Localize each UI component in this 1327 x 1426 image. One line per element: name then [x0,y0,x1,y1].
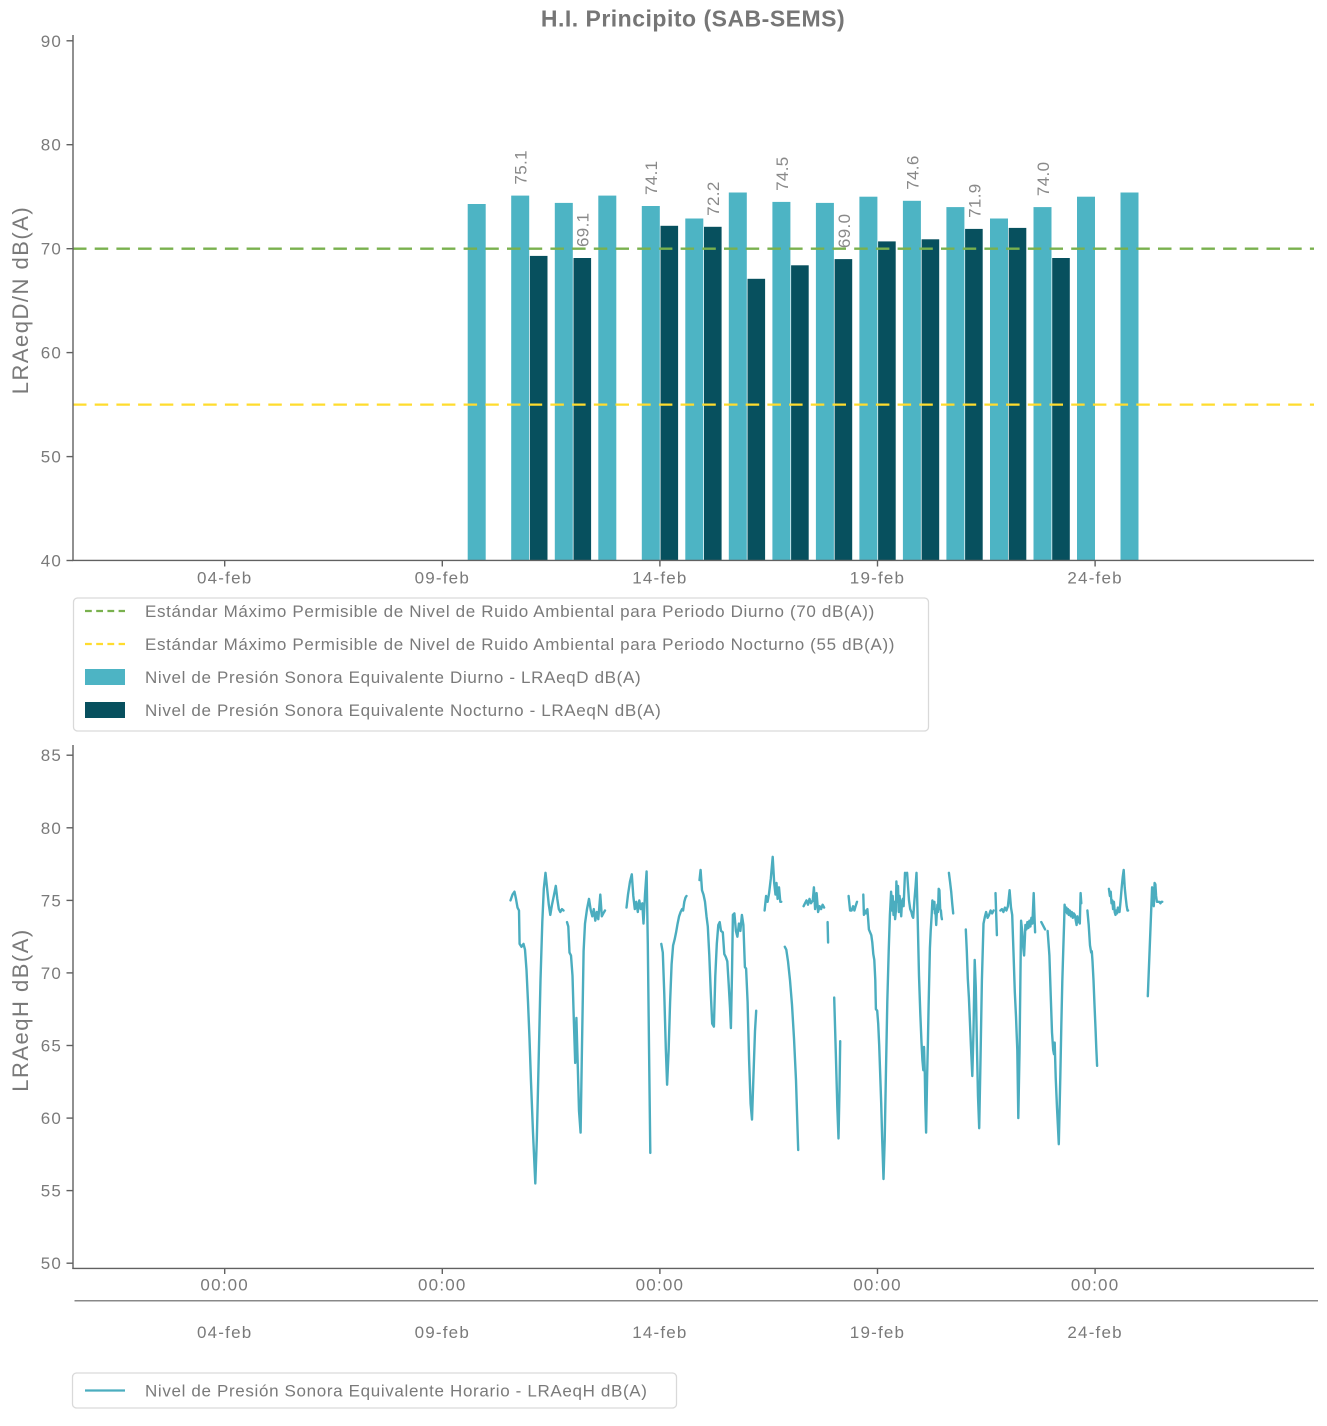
svg-text:Estándar Máximo Permisible de: Estándar Máximo Permisible de Nivel de R… [145,602,875,621]
svg-text:14-feb: 14-feb [632,1323,687,1342]
svg-text:74.5: 74.5 [773,156,792,191]
svg-text:Nivel de Presión Sonora Equiva: Nivel de Presión Sonora Equivalente Diur… [145,668,641,687]
svg-text:19-feb: 19-feb [850,1323,905,1342]
svg-text:04-feb: 04-feb [197,1323,252,1342]
svg-text:60: 60 [41,344,62,363]
svg-text:40: 40 [41,552,62,571]
svg-text:00:00: 00:00 [636,1276,685,1295]
svg-text:74.6: 74.6 [903,155,922,190]
svg-text:74.0: 74.0 [1034,162,1053,197]
svg-text:Nivel de Presión Sonora Equiva: Nivel de Presión Sonora Equivalente Noct… [145,701,661,720]
svg-text:04-feb: 04-feb [197,569,252,588]
svg-text:24-feb: 24-feb [1067,1323,1122,1342]
svg-text:71.9: 71.9 [965,183,984,218]
svg-text:LRAeqH dB(A): LRAeqH dB(A) [8,928,33,1092]
svg-text:85: 85 [41,746,62,765]
svg-text:09-feb: 09-feb [415,1323,470,1342]
svg-text:70: 70 [41,964,62,983]
svg-text:70: 70 [41,240,62,259]
svg-text:65: 65 [41,1037,62,1056]
svg-text:80: 80 [41,819,62,838]
svg-text:09-feb: 09-feb [415,569,470,588]
svg-text:50: 50 [41,448,62,467]
svg-text:50: 50 [41,1254,62,1273]
svg-text:Estándar Máximo Permisible de: Estándar Máximo Permisible de Nivel de R… [145,635,895,654]
svg-text:Nivel de Presión Sonora Equiva: Nivel de Presión Sonora Equivalente Hora… [145,1382,648,1401]
svg-text:60: 60 [41,1109,62,1128]
svg-text:LRAeqD/N dB(A): LRAeqD/N dB(A) [8,206,33,395]
svg-text:75.1: 75.1 [512,150,531,185]
svg-text:00:00: 00:00 [200,1276,249,1295]
svg-text:80: 80 [41,136,62,155]
svg-text:72.2: 72.2 [704,181,723,216]
svg-text:00:00: 00:00 [1071,1276,1120,1295]
svg-text:14-feb: 14-feb [632,569,687,588]
svg-text:74.1: 74.1 [642,161,661,196]
svg-text:00:00: 00:00 [418,1276,467,1295]
svg-text:19-feb: 19-feb [850,569,905,588]
svg-text:75: 75 [41,891,62,910]
svg-text:24-feb: 24-feb [1067,569,1122,588]
svg-text:00:00: 00:00 [853,1276,902,1295]
svg-text:90: 90 [41,32,62,51]
svg-text:69.0: 69.0 [835,214,854,249]
svg-text:55: 55 [41,1182,62,1201]
svg-text:H.I. Principito (SAB-SEMS): H.I. Principito (SAB-SEMS) [541,6,845,32]
svg-text:69.1: 69.1 [574,213,593,248]
